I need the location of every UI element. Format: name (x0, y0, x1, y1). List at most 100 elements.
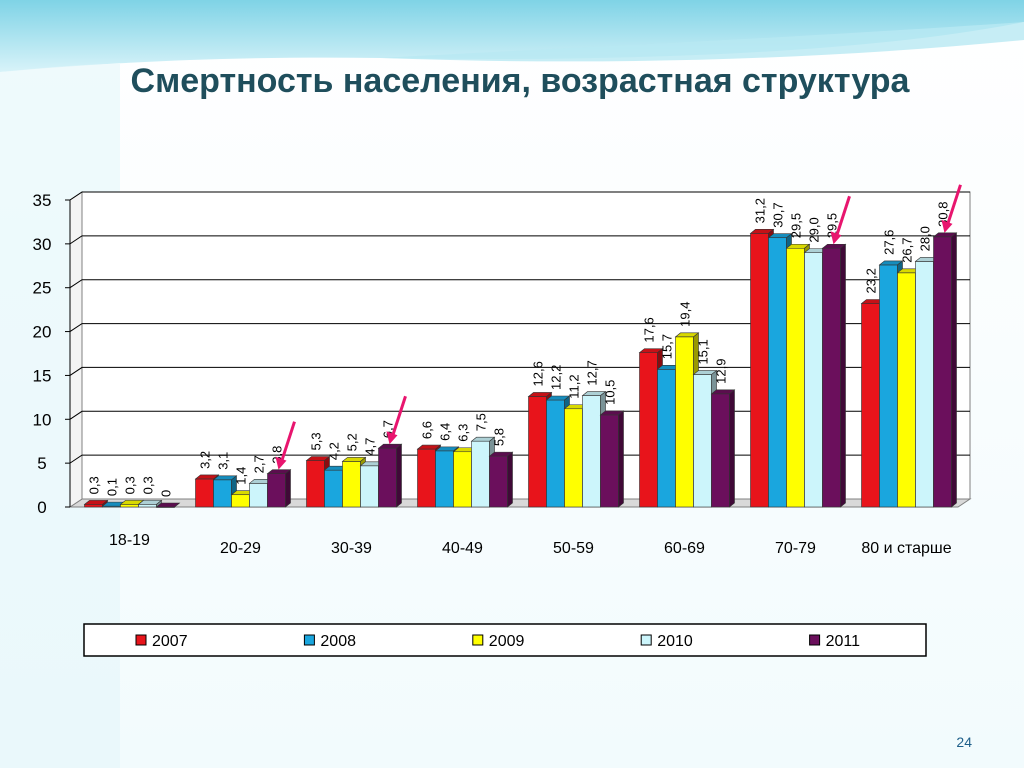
legend-swatch (303, 634, 315, 646)
value-label: 5,8 (492, 428, 507, 446)
bar-front (915, 261, 934, 508)
arrow (275, 421, 296, 470)
value-label: 6,4 (438, 423, 453, 441)
arrow (941, 184, 962, 233)
page-number: 24 (956, 734, 972, 750)
legend-label: 2009 (489, 633, 525, 650)
value-label: 0 (159, 490, 174, 497)
legend-box (83, 623, 927, 657)
value-label: 5,3 (309, 432, 324, 450)
arrow-shaft (391, 395, 407, 437)
bar (932, 232, 958, 508)
legend-item: 2007 (135, 633, 188, 650)
y-tick-label: 30 (33, 235, 52, 254)
value-label: 2,7 (252, 455, 267, 473)
legend-item: 2010 (640, 633, 693, 650)
value-label: 23,2 (864, 268, 879, 293)
value-label: 29,5 (825, 213, 840, 238)
x-tick-label: 30-39 (331, 540, 372, 557)
value-label: 28,0 (918, 226, 933, 251)
value-label: 17,6 (642, 317, 657, 342)
bar-front (786, 247, 805, 508)
bar-front (360, 465, 379, 508)
bar-front (528, 396, 547, 508)
bar-front (84, 504, 103, 508)
bar-front (861, 303, 880, 508)
bar (821, 243, 847, 508)
bars (83, 228, 958, 508)
value-label: 19,4 (678, 302, 693, 327)
value-label: 29,0 (807, 217, 822, 242)
bar-front (879, 264, 898, 508)
arrow-head (386, 431, 398, 445)
y-tick-label: 15 (33, 366, 52, 385)
x-tick-label: 70-79 (775, 540, 816, 557)
bar-front (342, 461, 361, 508)
bar-front (564, 408, 583, 508)
arrow-shaft (835, 195, 851, 237)
slide-title: Смертность населения, возрастная структу… (130, 62, 910, 100)
bar (155, 502, 181, 508)
bar-front (435, 450, 454, 508)
bar-front (600, 414, 619, 508)
gridline (69, 235, 970, 245)
value-label: 15,7 (660, 334, 675, 359)
legend-label: 2008 (320, 633, 356, 650)
gridline (69, 191, 970, 201)
bar-front (453, 451, 472, 508)
legend: 2007 2008 2009 2010 2011 (83, 623, 927, 657)
x-tick-label: 60-69 (664, 540, 705, 557)
arrow-shaft (946, 184, 962, 226)
bar-front (711, 393, 730, 508)
value-label: 0,3 (141, 476, 156, 494)
legend-label: 2007 (152, 633, 188, 650)
value-label: 12,7 (585, 360, 600, 385)
value-label: 3,1 (216, 452, 231, 470)
value-label: 12,2 (549, 365, 564, 390)
legend-item: 2009 (472, 633, 525, 650)
x-tick-label: 20-29 (220, 540, 261, 557)
value-label: 30,8 (936, 202, 951, 227)
value-label: 6,6 (420, 421, 435, 439)
bar-front (195, 478, 214, 508)
y-tick-label: 5 (37, 454, 46, 473)
value-label: 27,6 (882, 230, 897, 255)
bar-front (768, 237, 787, 508)
y-tick-label: 20 (33, 323, 52, 342)
value-label: 12,9 (714, 359, 729, 384)
bar-side (396, 443, 402, 508)
arrow-shaft (280, 421, 296, 463)
bar-front (231, 494, 250, 508)
legend-swatch (640, 634, 652, 646)
bar-front (138, 504, 157, 508)
arrow-head (941, 219, 953, 233)
value-label: 31,2 (753, 198, 768, 223)
y-tick-label: 0 (37, 498, 46, 517)
bar (377, 443, 403, 508)
value-label: 1,4 (234, 467, 249, 485)
arrows (275, 184, 962, 470)
gridline (69, 279, 970, 289)
value-label: 5,2 (345, 433, 360, 451)
bar (599, 410, 625, 508)
y-tick-label: 35 (33, 191, 52, 210)
bar-side (840, 243, 846, 508)
y-tick-label: 10 (33, 410, 52, 429)
y-tick-label: 25 (33, 279, 52, 298)
x-tick-label: 40-49 (442, 540, 483, 557)
bar (266, 469, 292, 508)
value-label: 4,7 (363, 438, 378, 456)
legend-label: 2011 (826, 633, 861, 650)
value-label: 0,3 (123, 476, 138, 494)
bar-front (897, 272, 916, 508)
bar-front (213, 479, 232, 508)
value-label: 11,2 (567, 374, 582, 398)
bar-front (657, 368, 676, 508)
gridline (69, 323, 970, 332)
bar-front (546, 399, 565, 508)
arrow-head (830, 231, 842, 245)
bar-side (729, 389, 735, 508)
bar (137, 499, 163, 508)
